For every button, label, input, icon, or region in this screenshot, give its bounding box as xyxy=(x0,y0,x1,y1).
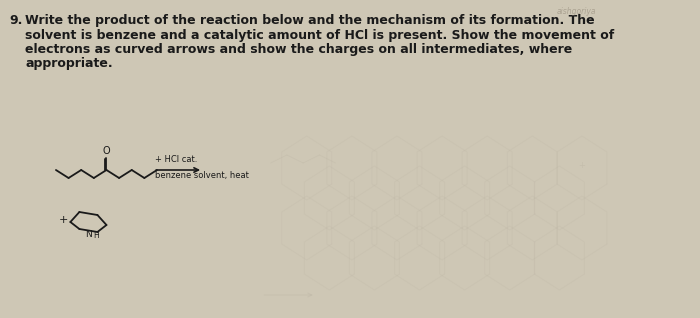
Text: electrons as curved arrows and show the charges on all intermediates, where: electrons as curved arrows and show the … xyxy=(25,43,573,56)
Text: + HCl cat.: + HCl cat. xyxy=(155,155,197,164)
Text: H: H xyxy=(93,231,99,240)
Text: N: N xyxy=(85,230,92,239)
Text: Write the product of the reaction below and the mechanism of its formation. The: Write the product of the reaction below … xyxy=(25,14,595,27)
Text: 9.: 9. xyxy=(9,14,22,27)
Text: solvent is benzene and a catalytic amount of HCl is present. Show the movement o: solvent is benzene and a catalytic amoun… xyxy=(25,29,615,42)
Text: appropriate.: appropriate. xyxy=(25,58,113,71)
Text: aishgoriya: aishgoriya xyxy=(556,7,596,16)
Text: benzene solvent, heat: benzene solvent, heat xyxy=(155,171,249,180)
Text: O: O xyxy=(103,146,111,156)
Text: +: + xyxy=(59,215,68,225)
Text: +: + xyxy=(578,161,585,169)
